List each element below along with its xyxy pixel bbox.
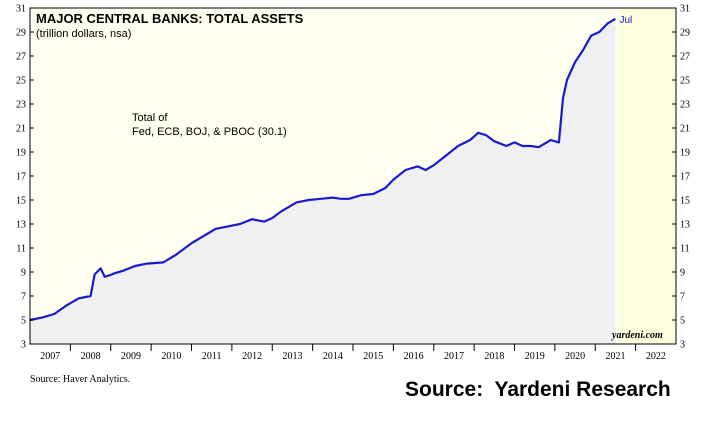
annotation-line-2: Fed, ECB, BOJ, & PBOC (30.1) [132, 126, 287, 138]
y-tick-label: 31 [16, 4, 26, 15]
y-tick-label: 5 [21, 316, 26, 327]
y-tick-label: 29 [16, 28, 26, 39]
future-shade [619, 8, 676, 344]
x-tick-label: 2013 [282, 351, 302, 362]
y-tick-label: 9 [21, 268, 26, 279]
y-tick-label: 27 [16, 52, 26, 63]
y-tick-label-right: 21 [680, 124, 690, 135]
y-tick-label-right: 27 [680, 52, 690, 63]
y-tick-label-right: 31 [680, 4, 690, 15]
x-tick-label: 2021 [605, 351, 625, 362]
y-tick-label-right: 19 [680, 148, 690, 159]
x-tick-label: 2011 [202, 351, 222, 362]
watermark: yardeni.com [611, 330, 663, 341]
y-tick-label: 3 [21, 340, 26, 351]
x-tick-label: 2010 [161, 351, 181, 362]
x-axis: 2007 2008 2009 2010 2011 2012 2013 2014 2015 2016… [40, 344, 666, 362]
y-axis-right: 3 5 7 9 11 13 15 17 19 21 23 25 27 29 31 [672, 4, 690, 351]
y-tick-label: 13 [16, 220, 26, 231]
y-tick-label: 19 [16, 148, 26, 159]
x-tick-label: 2012 [242, 351, 262, 362]
x-tick-label: 2014 [323, 351, 343, 362]
y-tick-label-right: 11 [680, 244, 690, 255]
y-tick-label: 11 [16, 244, 26, 255]
y-tick-label-right: 5 [680, 316, 685, 327]
y-tick-label: 17 [16, 172, 26, 183]
y-tick-label: 23 [16, 100, 26, 111]
x-tick-label: 2008 [81, 351, 101, 362]
y-axis-left: 3 5 7 9 11 13 15 17 19 21 23 25 27 29 31 [16, 4, 34, 351]
y-tick-label: 21 [16, 124, 26, 135]
x-tick-label: 2007 [40, 351, 60, 362]
x-tick-label: 2019 [525, 351, 545, 362]
y-tick-label-right: 13 [680, 220, 690, 231]
y-tick-label-right: 23 [680, 100, 690, 111]
y-tick-label-right: 9 [680, 268, 685, 279]
source-note: Source: Haver Analytics. [30, 374, 131, 385]
y-tick-label-right: 15 [680, 196, 690, 207]
x-tick-label: 2022 [646, 351, 666, 362]
x-tick-label: 2015 [363, 351, 383, 362]
chart-title: MAJOR CENTRAL BANKS: TOTAL ASSETS [36, 11, 304, 26]
y-tick-label-right: 25 [680, 76, 690, 87]
y-tick-label-right: 17 [680, 172, 690, 183]
chart: 3 5 7 9 11 13 15 17 19 21 23 25 27 29 31 3 5 7 9 11 13 15 17 1… [16, 4, 690, 363]
area-fill [30, 18, 616, 345]
x-tick-label: 2018 [484, 351, 504, 362]
source-credit: Source: Yardeni Research [405, 378, 671, 401]
y-tick-label-right: 7 [680, 292, 685, 303]
x-tick-label: 2016 [404, 351, 424, 362]
x-tick-label: 2009 [121, 351, 141, 362]
x-tick-label: 2017 [444, 351, 464, 362]
y-tick-label: 15 [16, 196, 26, 207]
x-tick-label: 2020 [565, 351, 585, 362]
y-tick-label: 7 [21, 292, 26, 303]
y-tick-label-right: 29 [680, 28, 690, 39]
y-tick-label: 25 [16, 76, 26, 87]
series-line [29, 17, 616, 322]
annotation-line-1: Total of [132, 112, 168, 124]
end-label: Jul [619, 15, 632, 26]
chart-subtitle: (trillion dollars, nsa) [36, 28, 131, 40]
y-tick-label-right: 3 [680, 340, 685, 351]
